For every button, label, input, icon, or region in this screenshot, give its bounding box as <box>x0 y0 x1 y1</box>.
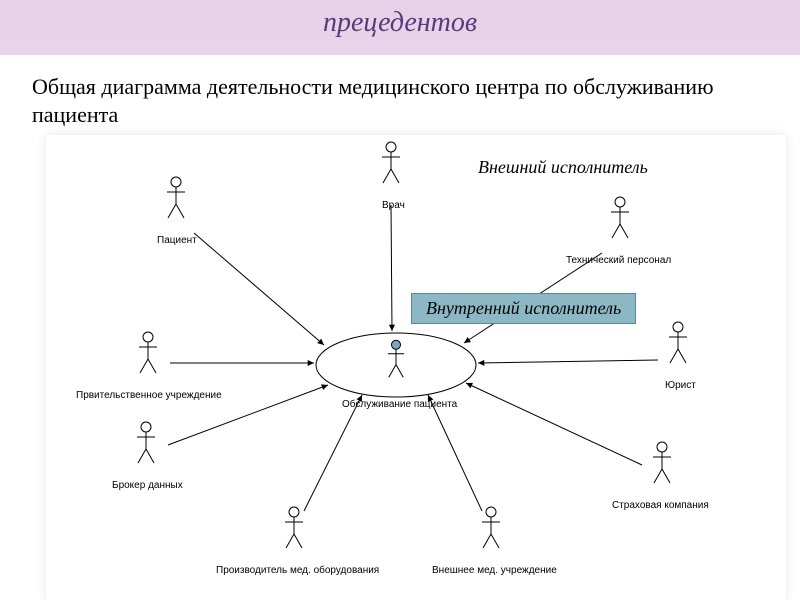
slide-header: Разработка модели бизнес- прецедентов <box>0 0 800 55</box>
actor-label-tech: Технический персонал <box>566 255 671 266</box>
actor-label-extmed: Внешнее мед. учреждение <box>432 565 557 576</box>
header-line2: прецедентов <box>0 8 800 39</box>
diagram-area: Внешний исполнитель Внутренний исполните… <box>46 135 786 600</box>
actor-label-patient: Пациент <box>157 235 197 246</box>
slide-subtitle: Общая диаграмма деятельности медицинског… <box>32 73 732 128</box>
actor-label-lawyer: Юрист <box>665 380 696 391</box>
external-actor-label: Внешний исполнитель <box>478 157 648 178</box>
actor-label-insurance: Страховая компания <box>612 500 709 511</box>
actor-label-doctor: Врач <box>382 200 405 211</box>
actor-label-manuf: Производитель мед. оборудования <box>216 565 379 576</box>
actor-label-broker: Брокер данных <box>112 480 183 491</box>
diagram-svg <box>46 135 786 600</box>
actor-label-gov: Првительственное учреждение <box>76 390 222 401</box>
center-label: Обслуживание пациента <box>342 399 457 410</box>
internal-actor-label: Внутренний исполнитель <box>411 293 636 324</box>
